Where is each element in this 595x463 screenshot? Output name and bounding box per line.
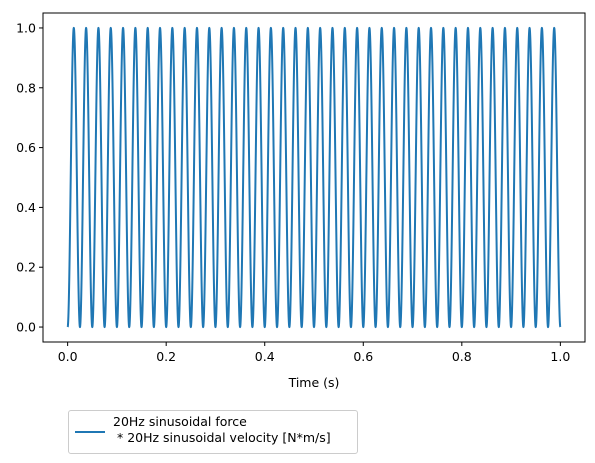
x-tick-label: 0.2	[156, 349, 176, 364]
x-axis: 0.0 0.2 0.4 0.6 0.8 1.0	[58, 342, 570, 364]
x-tick-label: 1.0	[550, 349, 570, 364]
y-tick-label: 0.0	[16, 320, 36, 335]
y-tick-label: 1.0	[16, 20, 36, 35]
legend-label: 20Hz sinusoidal force * 20Hz sinusoidal …	[113, 414, 331, 445]
x-axis-label: Time (s)	[288, 375, 340, 390]
y-axis: 0.0 0.2 0.4 0.6 0.8 1.0	[16, 20, 43, 335]
x-tick-label: 0.8	[452, 349, 472, 364]
legend-swatch	[75, 431, 105, 433]
y-tick-label: 0.8	[16, 80, 36, 95]
series-line	[66, 26, 562, 329]
y-tick-label: 0.2	[16, 260, 36, 275]
x-tick-label: 0.6	[353, 349, 373, 364]
x-tick-label: 0.0	[58, 349, 78, 364]
x-tick-label: 0.4	[255, 349, 275, 364]
y-tick-label: 0.4	[16, 200, 36, 215]
y-tick-label: 0.6	[16, 140, 36, 155]
legend: 20Hz sinusoidal force * 20Hz sinusoidal …	[68, 410, 358, 454]
axes-frame	[42, 12, 586, 343]
series-layer	[66, 26, 562, 329]
